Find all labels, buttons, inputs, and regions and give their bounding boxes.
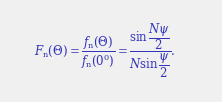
Text: $F_{\mathrm{n}}(\Theta)=\dfrac{f_{\mathrm{n}}(\Theta)}{f_{\mathrm{n}}(0^0)}=\dfr: $F_{\mathrm{n}}(\Theta)=\dfrac{f_{\mathr… (34, 22, 175, 80)
